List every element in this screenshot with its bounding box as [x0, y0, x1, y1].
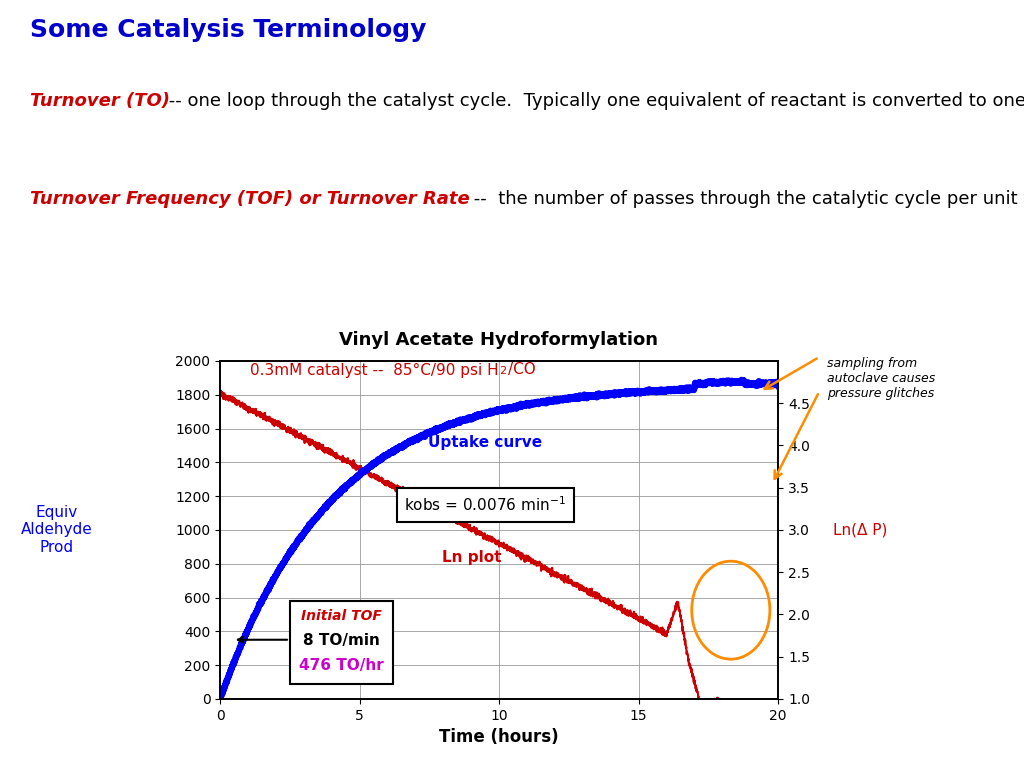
Text: Equiv
Aldehyde
Prod: Equiv Aldehyde Prod — [20, 505, 92, 554]
Text: Initial TOF: Initial TOF — [301, 609, 382, 623]
Text: 8 TO/min: 8 TO/min — [303, 633, 380, 648]
Text: Turnover (TO): Turnover (TO) — [31, 92, 170, 110]
FancyArrowPatch shape — [774, 394, 818, 479]
Text: Some Catalysis Terminology: Some Catalysis Terminology — [31, 18, 427, 41]
Text: -- one loop through the catalyst cycle.  Typically one equivalent of reactant is: -- one loop through the catalyst cycle. … — [163, 92, 1024, 110]
X-axis label: Time (hours): Time (hours) — [439, 728, 559, 746]
Text: kobs = 0.0076 min$^{-1}$: kobs = 0.0076 min$^{-1}$ — [404, 495, 566, 514]
Text: 2: 2 — [500, 366, 506, 376]
Text: --  the number of passes through the catalytic cycle per unit time (typically se: -- the number of passes through the cata… — [468, 190, 1024, 208]
Text: 476 TO/hr: 476 TO/hr — [299, 658, 384, 673]
FancyBboxPatch shape — [290, 601, 393, 684]
Text: Ln plot: Ln plot — [441, 550, 501, 565]
Text: Uptake curve: Uptake curve — [428, 435, 543, 450]
FancyArrowPatch shape — [765, 359, 817, 389]
Text: Ln(Δ P): Ln(Δ P) — [833, 522, 887, 538]
Text: Vinyl Acetate Hydroformylation: Vinyl Acetate Hydroformylation — [339, 332, 658, 349]
Text: 0.3mM catalyst --  85°C/90 psi H: 0.3mM catalyst -- 85°C/90 psi H — [250, 362, 499, 378]
Text: Turnover Frequency (TOF) or Turnover Rate: Turnover Frequency (TOF) or Turnover Rat… — [31, 190, 470, 208]
Text: /CO: /CO — [508, 362, 537, 378]
Text: sampling from
autoclave causes
pressure glitches: sampling from autoclave causes pressure … — [827, 357, 936, 400]
